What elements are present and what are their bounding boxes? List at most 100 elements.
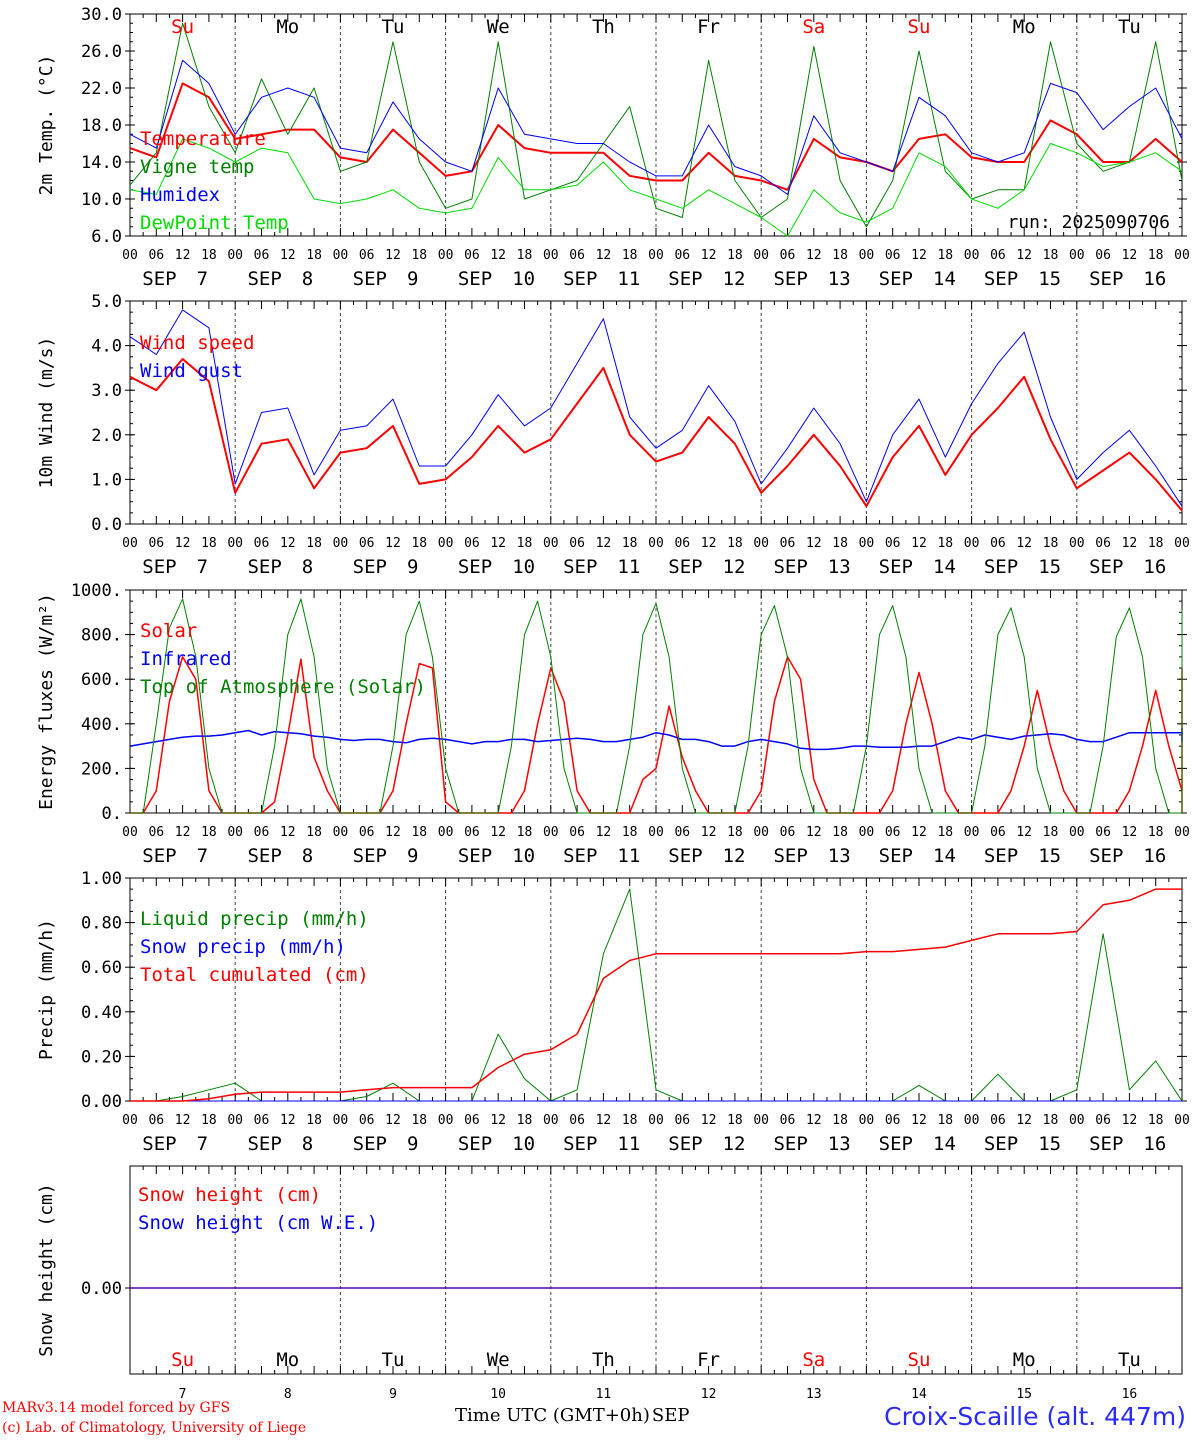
- x-hour-label: 18: [727, 536, 743, 551]
- x-month-label: SEP: [563, 556, 597, 578]
- weekday-label: Tu: [1118, 1349, 1141, 1371]
- x-hour-label: 12: [1016, 1113, 1032, 1128]
- x-hour-label: 18: [622, 248, 638, 263]
- x-month-label: SEP: [458, 268, 492, 290]
- x-hour-label: 18: [727, 248, 743, 263]
- x-hour-label: 06: [464, 1113, 480, 1128]
- x-month-label: SEP: [563, 845, 597, 867]
- x-date-label: 8: [302, 845, 313, 867]
- y-tick-label: 800.: [81, 626, 122, 646]
- weekday-label: Fr: [697, 16, 720, 38]
- y-tick-label: 10.0: [81, 190, 122, 210]
- model-credit: MARv3.14 model forced by GFS: [2, 1400, 231, 1416]
- x-hour-label: 06: [990, 825, 1006, 840]
- x-date-label: 7: [197, 268, 208, 290]
- x-hour-label: 06: [569, 248, 585, 263]
- x-hour-label: 12: [806, 248, 822, 263]
- x-date-label: 9: [407, 556, 418, 578]
- x-hour-label: 12: [701, 1113, 717, 1128]
- x-month-label: SEP: [353, 845, 387, 867]
- weekday-label: Su: [171, 1349, 194, 1371]
- x-hour-label: 00: [753, 825, 769, 840]
- x-date-label: 8: [302, 268, 313, 290]
- weekday-label: Sa: [802, 1349, 825, 1371]
- x-date-label: 10: [512, 556, 535, 578]
- legend-entry: Snow height (cm W.E.): [138, 1212, 378, 1234]
- time-axis-title: Time UTC (GMT+0h) SEP: [455, 1405, 691, 1426]
- x-hour-label: 18: [937, 536, 953, 551]
- x-hour-label: 18: [1148, 248, 1164, 263]
- x-hour-label: 12: [701, 536, 717, 551]
- x-month-label: SEP: [773, 1133, 807, 1155]
- x-month-label: SEP: [563, 268, 597, 290]
- series-line-humidex: [129, 59, 1183, 195]
- x-hour-label: 00: [1174, 825, 1190, 840]
- time-axis-month: SEP: [651, 1405, 690, 1426]
- x-hour-label: 06: [359, 1113, 375, 1128]
- x-hour-label: 06: [254, 248, 270, 263]
- x-month-label: SEP: [458, 556, 492, 578]
- legend-entry: Liquid precip (mm/h): [140, 908, 369, 930]
- x-date-label: 12: [701, 1387, 717, 1402]
- legend-entry: Snow precip (mm/h): [140, 936, 346, 958]
- x-hour-label: 06: [885, 536, 901, 551]
- x-hour-label: 00: [543, 536, 559, 551]
- x-date-label: 8: [284, 1387, 292, 1402]
- x-month-label: SEP: [879, 556, 913, 578]
- x-hour-label: 06: [990, 248, 1006, 263]
- x-hour-label: 00: [859, 825, 875, 840]
- x-hour-label: 12: [701, 825, 717, 840]
- run-annotation: run: 2025090706: [1007, 212, 1170, 233]
- x-date-label: 13: [828, 556, 851, 578]
- x-month-label: SEP: [353, 1133, 387, 1155]
- legend-entry: Solar: [140, 620, 197, 642]
- weekday-label: Mo: [276, 1349, 299, 1371]
- x-hour-label: 06: [359, 536, 375, 551]
- x-hour-label: 12: [280, 1113, 296, 1128]
- x-hour-label: 00: [227, 536, 243, 551]
- station-name: Croix-Scaille (alt. 447m): [884, 1402, 1186, 1431]
- x-month-label: SEP: [1089, 556, 1123, 578]
- weekday-label: Su: [171, 16, 194, 38]
- x-hour-label: 12: [806, 1113, 822, 1128]
- x-hour-label: 18: [411, 1113, 427, 1128]
- x-hour-label: 00: [333, 1113, 349, 1128]
- x-date-label: 14: [911, 1387, 927, 1402]
- x-hour-label: 00: [1174, 248, 1190, 263]
- x-hour-label: 06: [885, 1113, 901, 1128]
- legend-entry: Total cumulated (cm): [140, 964, 369, 986]
- x-month-label: SEP: [247, 1133, 281, 1155]
- x-hour-label: 06: [780, 825, 796, 840]
- x-hour-label: 12: [280, 825, 296, 840]
- x-hour-label: 18: [306, 536, 322, 551]
- y-axis-label: Snow height (cm): [36, 1183, 57, 1356]
- x-date-label: 16: [1122, 1387, 1138, 1402]
- x-hour-label: 12: [1122, 1113, 1138, 1128]
- x-hour-label: 18: [1148, 1113, 1164, 1128]
- x-hour-label: 18: [201, 1113, 217, 1128]
- x-hour-label: 12: [1122, 248, 1138, 263]
- y-tick-label: 400.: [81, 715, 122, 735]
- x-hour-label: 18: [832, 536, 848, 551]
- x-hour-label: 00: [438, 536, 454, 551]
- x-date-label: 16: [1143, 556, 1166, 578]
- y-tick-label: 14.0: [81, 153, 122, 173]
- x-hour-label: 06: [254, 825, 270, 840]
- y-tick-label: 30.0: [81, 5, 122, 25]
- x-date-label: 10: [512, 1133, 535, 1155]
- x-hour-label: 00: [1069, 536, 1085, 551]
- x-date-label: 12: [723, 556, 746, 578]
- x-hour-label: 12: [596, 248, 612, 263]
- x-hour-label: 12: [490, 536, 506, 551]
- series-line-temperature: [129, 82, 1183, 191]
- legend-entry: Infrared: [140, 648, 232, 670]
- x-hour-label: 18: [517, 825, 533, 840]
- weekday-label: Mo: [276, 16, 299, 38]
- x-hour-label: 00: [122, 536, 138, 551]
- x-hour-label: 12: [175, 248, 191, 263]
- x-hour-label: 18: [1148, 825, 1164, 840]
- x-hour-label: 06: [674, 825, 690, 840]
- x-date-label: 13: [828, 1133, 851, 1155]
- x-hour-label: 00: [438, 248, 454, 263]
- y-tick-label: 200.: [81, 759, 122, 779]
